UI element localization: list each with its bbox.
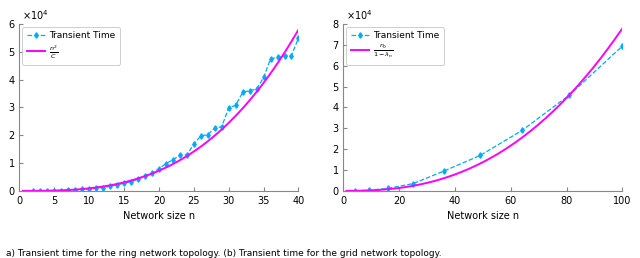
Transient Time — [183, 153, 191, 156]
Transient Time — [120, 182, 128, 185]
$\frac{n^2}{C}$ — [52, 189, 60, 192]
Transient Time — [99, 186, 107, 189]
$\frac{n^2}{C}$ — [193, 148, 200, 151]
$\frac{n^2}{C}$ — [220, 127, 227, 130]
Line: Transient Time: Transient Time — [31, 36, 300, 193]
Line: $\frac{n_0}{1-\lambda_n}$: $\frac{n_0}{1-\lambda_n}$ — [346, 28, 623, 191]
Transient Time — [351, 189, 358, 192]
Transient Time — [44, 189, 51, 192]
Transient Time — [239, 91, 246, 94]
Transient Time — [127, 180, 135, 183]
Text: a) Transient time for the ring network topology. (b) Transient time for the grid: a) Transient time for the ring network t… — [6, 249, 442, 258]
Transient Time — [218, 125, 225, 128]
Transient Time — [113, 183, 121, 186]
Transient Time — [141, 174, 149, 177]
Transient Time — [410, 182, 417, 185]
$\frac{n_0}{1-\lambda_n}$ — [433, 179, 440, 182]
Transient Time — [566, 93, 573, 96]
Transient Time — [246, 89, 253, 92]
Transient Time — [134, 178, 142, 181]
Legend: Transient Time, $\frac{n^2}{C}$: Transient Time, $\frac{n^2}{C}$ — [22, 27, 120, 65]
Transient Time — [169, 158, 177, 161]
Transient Time — [29, 189, 37, 192]
$\frac{n_0}{1-\lambda_n}$ — [452, 173, 460, 176]
Transient Time — [72, 188, 79, 191]
Transient Time — [253, 88, 260, 91]
Line: Transient Time: Transient Time — [353, 44, 625, 193]
Transient Time — [190, 143, 198, 146]
Transient Time — [92, 187, 100, 190]
Transient Time — [619, 44, 627, 47]
$\frac{n_0}{1-\lambda_n}$ — [619, 27, 627, 30]
Transient Time — [78, 188, 86, 191]
Transient Time — [267, 57, 275, 60]
Transient Time — [85, 187, 93, 190]
Transient Time — [225, 106, 232, 109]
X-axis label: Network size n: Network size n — [447, 211, 519, 221]
Line: $\frac{n^2}{C}$: $\frac{n^2}{C}$ — [23, 30, 298, 191]
$\frac{n_0}{1-\lambda_n}$ — [376, 188, 383, 191]
Transient Time — [162, 162, 170, 165]
Transient Time — [274, 56, 282, 59]
Transient Time — [294, 36, 302, 39]
Text: $\times10^{4}$: $\times10^{4}$ — [346, 9, 373, 22]
Transient Time — [36, 189, 44, 192]
Transient Time — [260, 76, 268, 79]
Transient Time — [65, 189, 72, 192]
Legend: Transient Time, $\frac{n_0}{1-\lambda_n}$: Transient Time, $\frac{n_0}{1-\lambda_n}… — [346, 27, 444, 65]
$\frac{n_0}{1-\lambda_n}$ — [543, 115, 551, 118]
Transient Time — [51, 189, 58, 192]
Transient Time — [518, 129, 526, 132]
$\frac{n_0}{1-\lambda_n}$ — [542, 117, 550, 120]
Transient Time — [232, 104, 239, 107]
Transient Time — [440, 170, 448, 173]
Transient Time — [287, 54, 295, 57]
Transient Time — [211, 126, 219, 130]
Text: $\times10^{4}$: $\times10^{4}$ — [22, 9, 49, 22]
Transient Time — [197, 134, 205, 138]
$\frac{n_0}{1-\lambda_n}$ — [516, 138, 524, 141]
Transient Time — [476, 154, 484, 157]
Transient Time — [365, 189, 372, 192]
$\frac{n^2}{C}$ — [218, 128, 226, 131]
Transient Time — [106, 184, 114, 188]
Transient Time — [281, 54, 289, 58]
X-axis label: Network size n: Network size n — [123, 211, 195, 221]
Transient Time — [148, 171, 156, 174]
$\frac{n^2}{C}$ — [294, 28, 302, 31]
$\frac{n^2}{C}$ — [19, 189, 27, 192]
Transient Time — [204, 133, 212, 136]
$\frac{n_0}{1-\lambda_n}$ — [342, 189, 350, 192]
Transient Time — [155, 167, 163, 170]
$\frac{n^2}{C}$ — [128, 179, 136, 182]
Transient Time — [58, 189, 65, 192]
Transient Time — [384, 187, 392, 190]
$\frac{n^2}{C}$ — [109, 183, 116, 186]
Transient Time — [176, 154, 184, 157]
